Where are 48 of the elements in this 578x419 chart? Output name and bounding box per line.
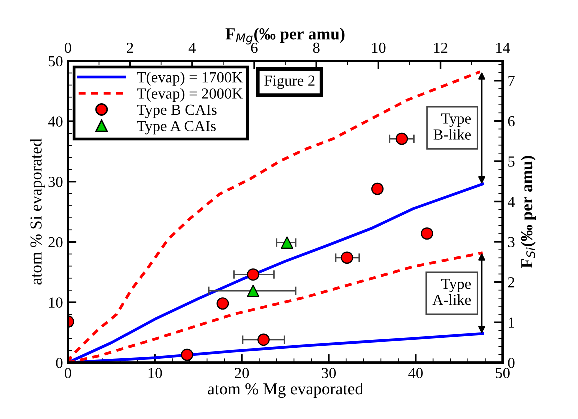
point bbox=[372, 182, 384, 196]
x-tick-label: 0 bbox=[64, 368, 72, 378]
y-tick-label: 20 bbox=[48, 237, 63, 248]
point bbox=[216, 298, 230, 310]
annotation: Type A-like bbox=[432, 279, 472, 306]
y2-tick-label: 3 bbox=[508, 237, 515, 248]
legend-label: Type A CAIs bbox=[137, 121, 216, 135]
annotation: Type B-like bbox=[434, 114, 472, 140]
point bbox=[247, 268, 260, 281]
legend-label: T(evap) = 2000K bbox=[137, 88, 243, 102]
x2-tick-label: 14 bbox=[496, 42, 510, 54]
y-axis-title: atom % Si evaporated bbox=[30, 138, 46, 285]
y-tick-label: 0 bbox=[56, 358, 63, 368]
y2-tick-label: 7 bbox=[508, 76, 515, 86]
x-axis-title: atom % Mg evaporated bbox=[208, 382, 364, 398]
point bbox=[396, 132, 408, 146]
x2-tick-label: 12 bbox=[434, 42, 448, 54]
x2-tick-label: 10 bbox=[372, 42, 386, 54]
x2-tick-label: 2 bbox=[127, 42, 134, 54]
legend-label: T(evap) = 1700K bbox=[137, 72, 243, 86]
y2-tick-label: 4 bbox=[508, 196, 516, 208]
x2-tick-label: 4 bbox=[188, 43, 196, 54]
y-tick-label: 30 bbox=[48, 176, 63, 188]
y2-axis-title: F$_{Si}$(‰ per amu) bbox=[520, 156, 536, 268]
point bbox=[281, 236, 294, 249]
y-tick-label: 40 bbox=[48, 116, 63, 127]
x2-tick-label: 6 bbox=[251, 42, 258, 54]
x-tick-label: 10 bbox=[148, 368, 162, 378]
y2-tick-label: 5 bbox=[508, 156, 515, 167]
point bbox=[421, 228, 434, 240]
x-tick-label: 30 bbox=[322, 368, 336, 378]
x2-tick-label: 0 bbox=[64, 42, 72, 54]
x-tick-label: 40 bbox=[408, 368, 423, 378]
y2-tick-label: 6 bbox=[508, 116, 515, 127]
y2-tick-label: 1 bbox=[509, 318, 514, 328]
legend-label: Type B CAIs bbox=[137, 104, 217, 118]
point bbox=[181, 348, 194, 362]
y2-tick-label: 0 bbox=[508, 358, 515, 368]
point bbox=[247, 284, 260, 298]
y-tick-label: 10 bbox=[49, 298, 63, 308]
y-tick-label: 50 bbox=[48, 56, 63, 67]
x-tick-label: 20 bbox=[235, 368, 250, 378]
point bbox=[341, 252, 354, 264]
annotation: Figure 2 bbox=[264, 76, 315, 90]
x-tick-label: 50 bbox=[496, 368, 510, 378]
y2-tick-label: 2 bbox=[508, 277, 515, 288]
x2-tick-label: 8 bbox=[313, 42, 320, 54]
point bbox=[258, 334, 270, 346]
